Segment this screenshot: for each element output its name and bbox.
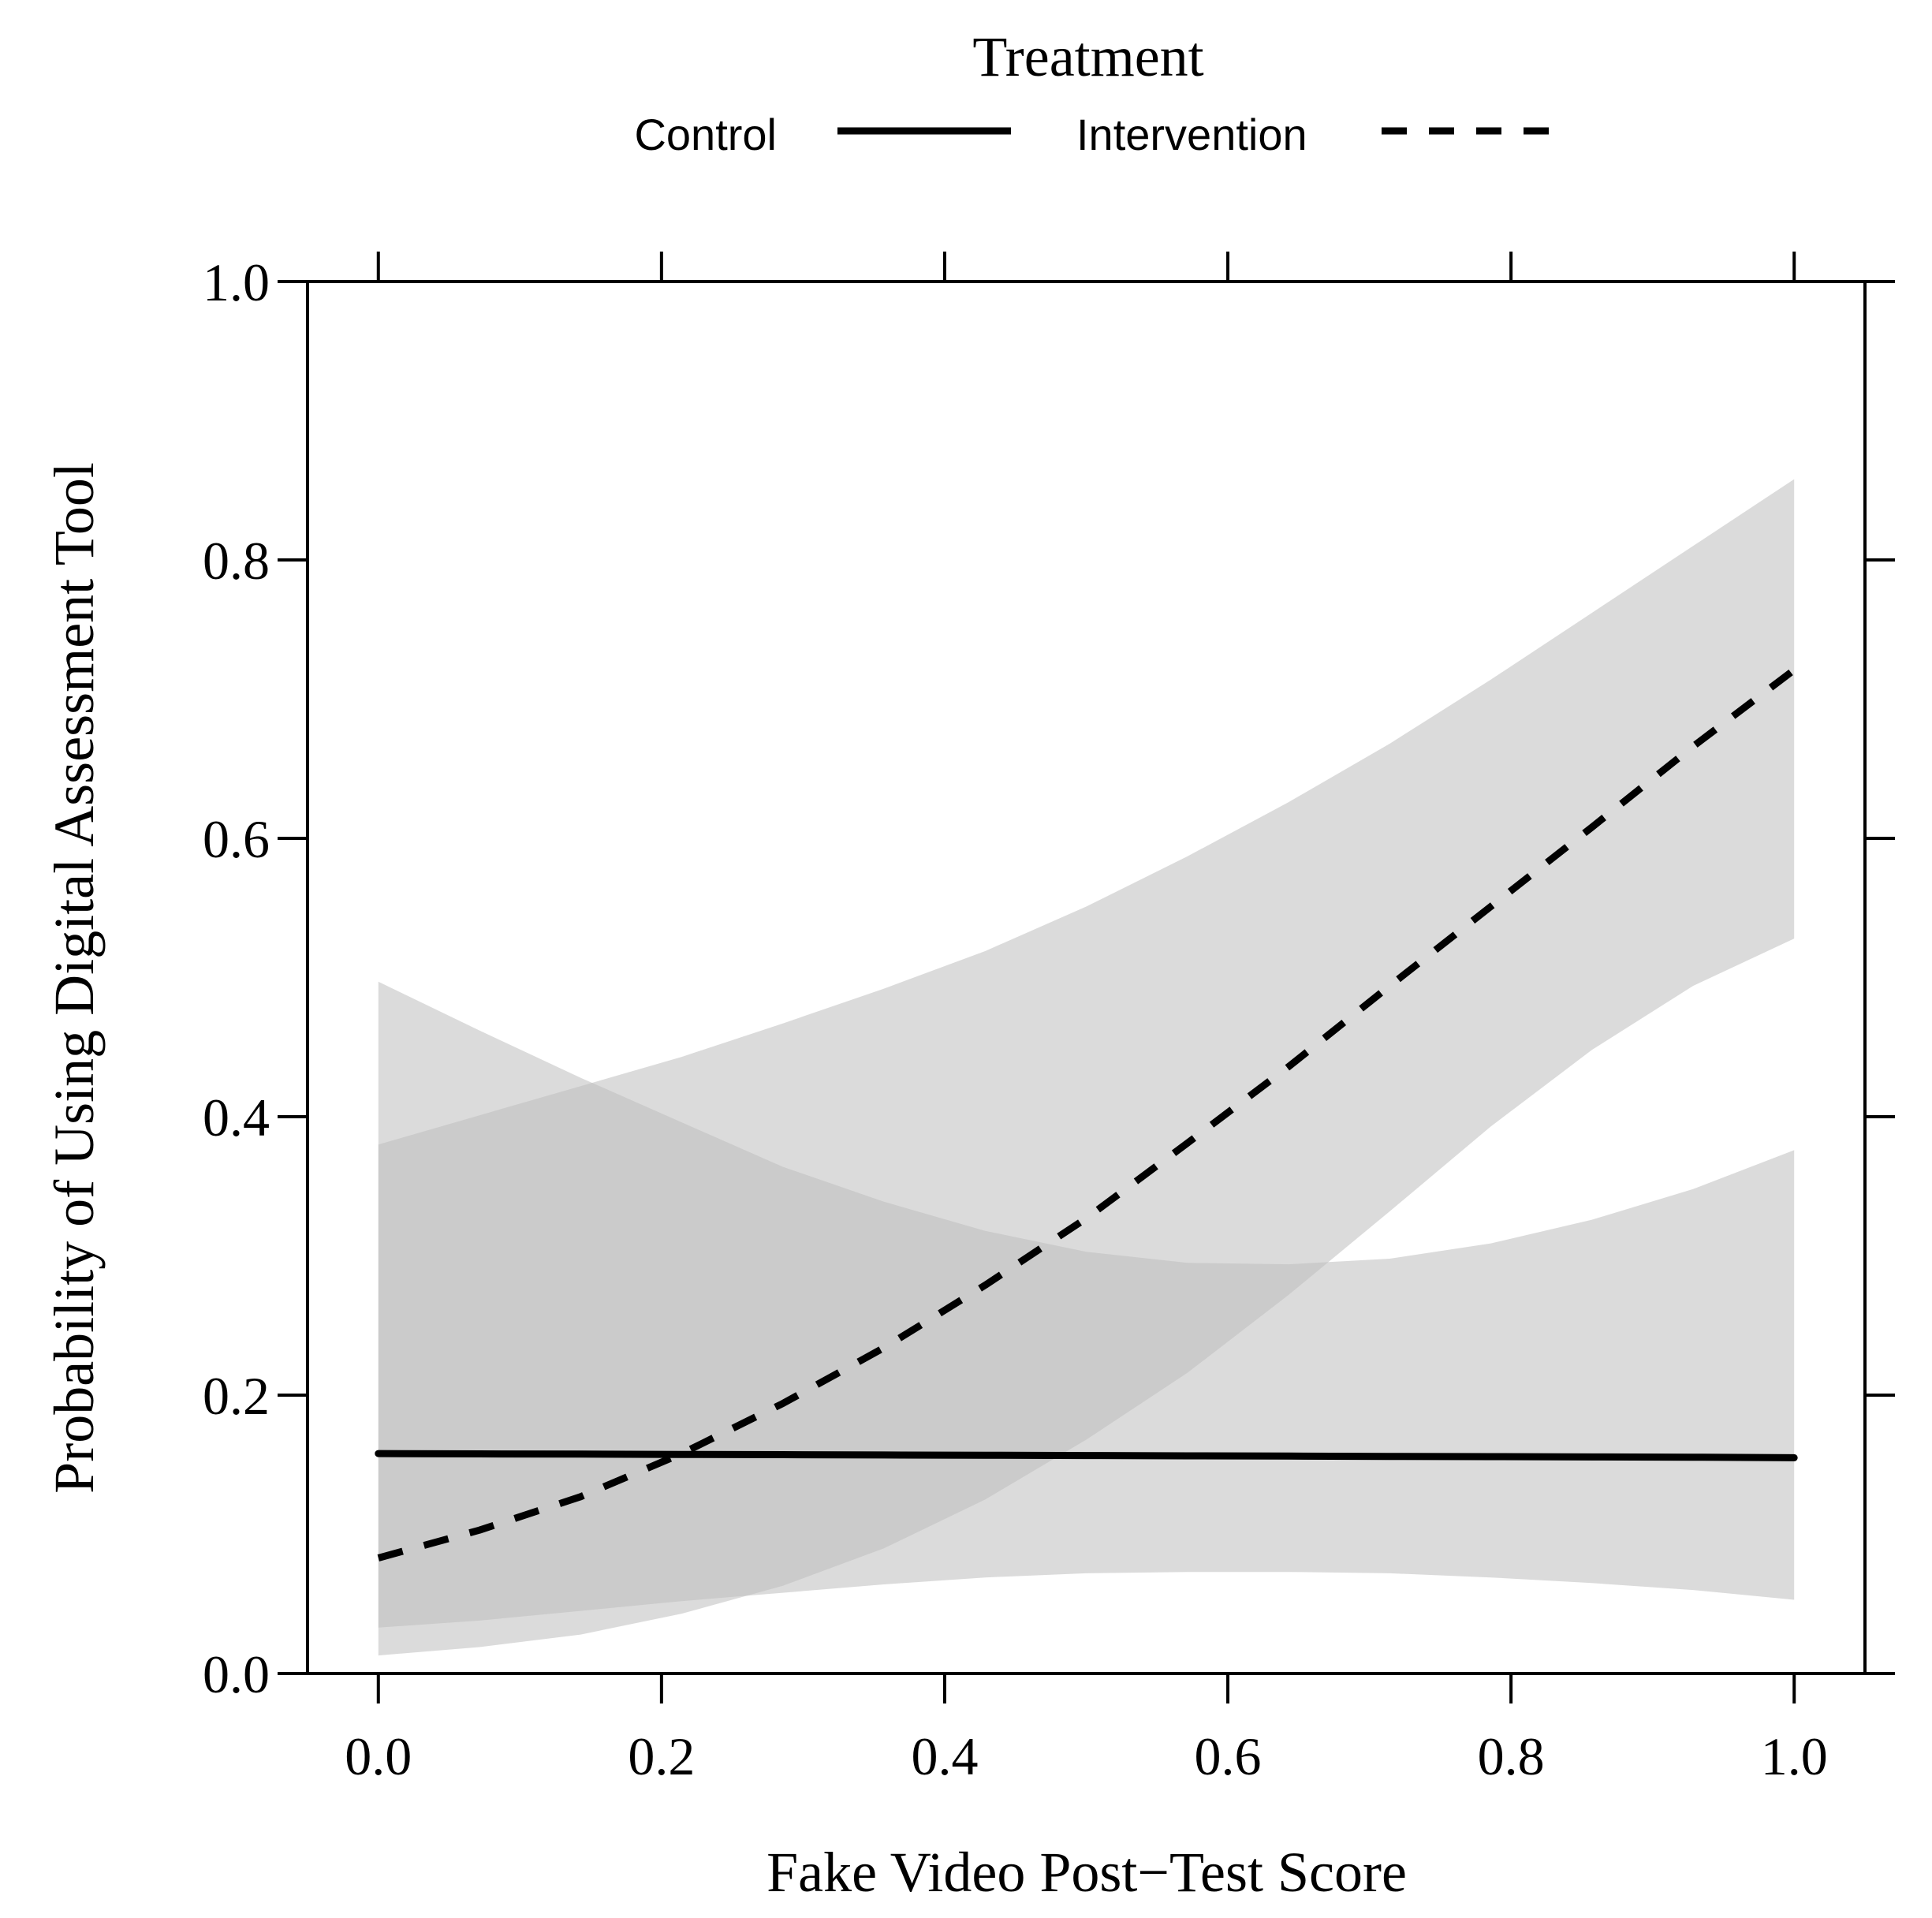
legend-label-intervention: Intervention bbox=[1076, 110, 1307, 159]
y-tick-label: 0.8 bbox=[203, 531, 270, 591]
y-tick-label: 1.0 bbox=[203, 252, 270, 312]
legend-label-control: Control bbox=[634, 110, 777, 159]
x-axis-title: Fake Video Post−Test Score bbox=[766, 1841, 1407, 1904]
series-line-control bbox=[375, 1450, 1798, 1461]
y-tick-label: 0.6 bbox=[203, 809, 270, 869]
y-tick-label: 0.4 bbox=[203, 1088, 270, 1147]
x-tick-label: 0.6 bbox=[1195, 1726, 1262, 1786]
x-tick-labels: 0.0 0.2 0.4 0.6 0.8 1.0 bbox=[345, 1726, 1827, 1786]
confidence-band-intervention bbox=[378, 479, 1795, 1656]
x-tick-label: 0.0 bbox=[345, 1726, 412, 1786]
series-line-intervention bbox=[377, 666, 1796, 1562]
legend: Treatment Control Intervention bbox=[634, 25, 1555, 159]
y-axis-title: Probability of Using Digital Assessment … bbox=[43, 462, 106, 1494]
axis-ticks bbox=[278, 252, 1895, 1703]
legend-title: Treatment bbox=[972, 25, 1203, 88]
y-tick-labels: 0.0 0.2 0.4 0.6 0.8 1.0 bbox=[203, 252, 270, 1704]
y-tick-label: 0.0 bbox=[203, 1644, 270, 1704]
plot-frame bbox=[306, 280, 1867, 1675]
x-tick-label: 0.8 bbox=[1478, 1726, 1545, 1786]
y-tick-label: 0.2 bbox=[203, 1366, 270, 1426]
x-tick-label: 0.4 bbox=[911, 1726, 978, 1786]
x-tick-label: 0.2 bbox=[628, 1726, 695, 1786]
confidence-bands bbox=[378, 479, 1795, 1656]
x-tick-label: 1.0 bbox=[1761, 1726, 1828, 1786]
series-lines bbox=[375, 666, 1798, 1562]
